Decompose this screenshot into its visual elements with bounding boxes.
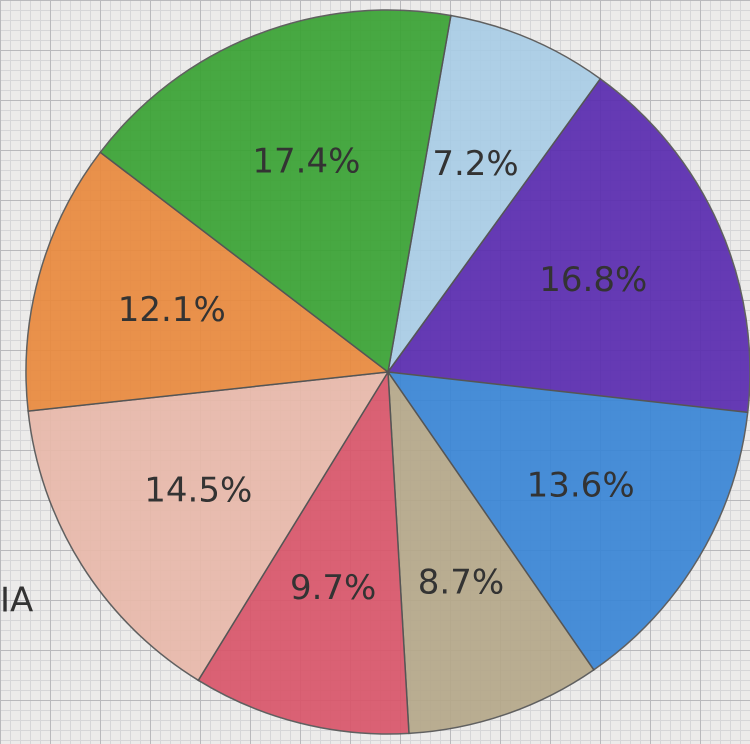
slice-label: 17.4% <box>252 141 360 181</box>
slice-label: 12.1% <box>118 290 226 330</box>
slice-label: 8.7% <box>418 563 504 603</box>
pie-slice <box>99 9 452 374</box>
slice-label: 7.2% <box>432 144 518 184</box>
pie-slice <box>387 14 602 373</box>
slice-label: 13.6% <box>527 466 635 506</box>
pie-slice <box>387 369 595 735</box>
pie-slice <box>386 371 749 671</box>
slice-label: 14.5% <box>144 470 252 510</box>
annotation: IA <box>0 581 33 621</box>
slice-label: 16.8% <box>539 260 647 300</box>
pie-slice <box>197 369 410 735</box>
pie-slice <box>27 371 390 682</box>
pie-slice <box>25 151 390 412</box>
slice-label: 9.7% <box>290 568 376 608</box>
